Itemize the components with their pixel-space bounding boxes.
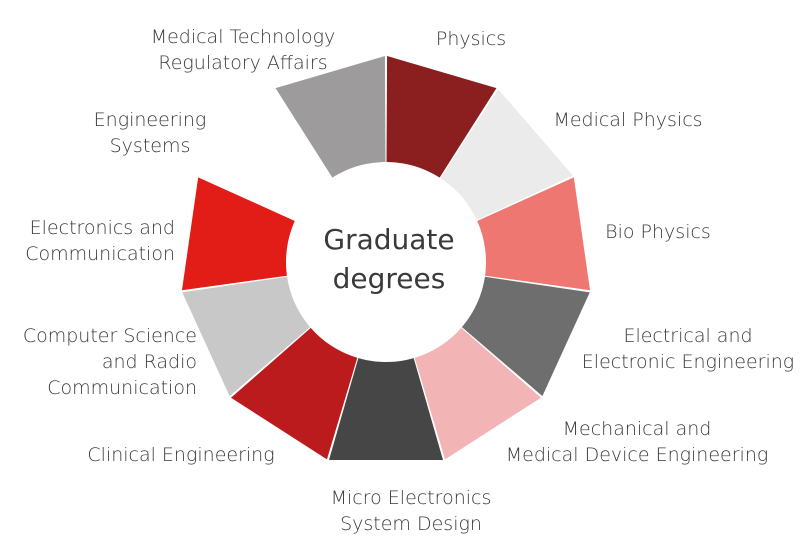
segment-label-line: Micro Electronics [331,487,492,509]
segment-label-line: Systems [110,135,191,157]
segment-label-line: Engineering [94,109,207,131]
wheel-segment [461,276,590,397]
segment-label-line: Medical Technology [151,26,336,48]
wheel-segments [181,56,591,460]
wheel-segment [199,89,332,220]
segment-labels: Physics Medical Physics Bio Physics Electri… [23,26,794,535]
segment-label: Micro Electronics System Design [331,487,492,535]
wheel-segment [386,56,497,178]
segment-label-line: Electrical and [623,325,752,347]
segment-label-line: System Design [340,513,482,535]
segment-label-line: Bio Physics [605,221,711,243]
segment-label-line: Electronics and [30,217,175,239]
wheel-segment [477,177,591,291]
segment-label-line: Medical Physics [553,109,702,131]
segment-label-line: Medical Device Engineering [506,444,769,466]
segment-label-line: Communication [25,243,175,265]
segment-label-line: Clinical Engineering [87,444,274,466]
wheel-segment [231,327,358,460]
segment-label: Electrical and Electronic Engineering [582,325,794,373]
segment-label-line: Electronic Engineering [582,351,794,373]
segment-label: Electronics and Communication [25,217,175,265]
wheel-segment [181,177,295,291]
wheel-segment [440,89,573,220]
segment-label: Medical Physics [553,109,702,131]
center-title-line-1: Graduate [323,223,454,256]
center-title-line-2: degrees [333,262,446,295]
center-hub [286,162,486,362]
segment-label-line: and Radio [102,351,197,373]
segment-label-line: Mechanical and [563,418,712,440]
segment-label: Medical Technology Regulatory Affairs [151,26,336,74]
segment-label-line: Regulatory Affairs [158,52,327,74]
segment-label: Mechanical and Medical Device Engineering [506,418,769,466]
wheel-segment [275,56,386,178]
segment-label-line: Communication [47,377,197,399]
segment-label-line: Physics [436,28,506,50]
segment-label: Physics [436,28,506,50]
wheel-segment [182,276,311,397]
segment-label: Bio Physics [605,221,711,243]
segment-label: Engineering Systems [94,109,207,157]
segment-label-line: Computer Science [23,325,197,347]
segment-label: Computer Science and Radio Communication [23,325,197,399]
segment-label: Clinical Engineering [87,444,274,466]
wheel-segment [414,327,541,460]
wheel-segment [329,358,443,460]
